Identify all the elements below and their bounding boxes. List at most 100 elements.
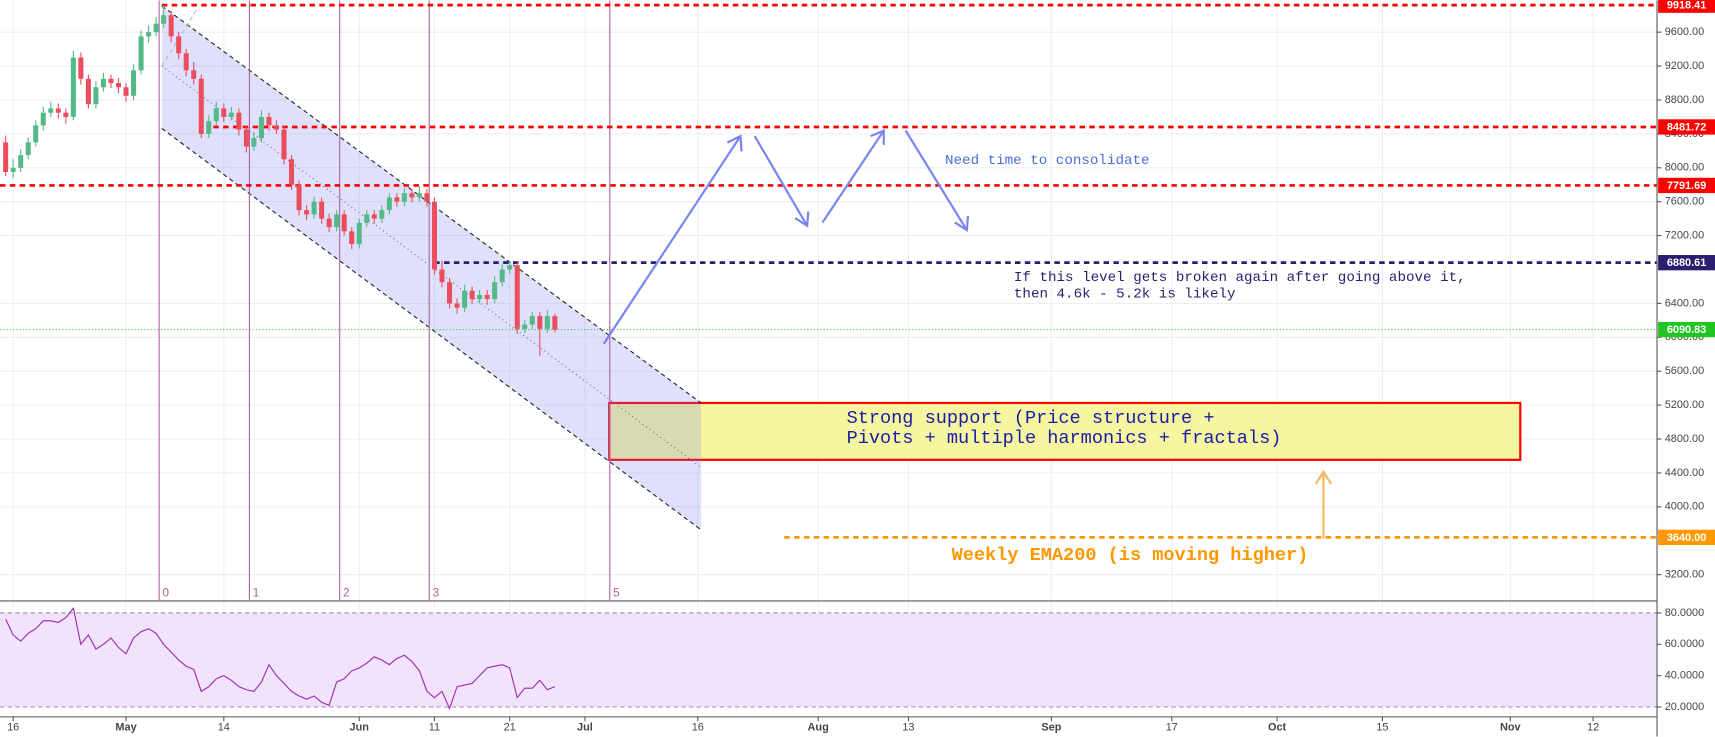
- y-tick-label: 80.0000: [1665, 607, 1704, 619]
- candle-body: [447, 282, 453, 304]
- x-tick-label: 13: [902, 722, 914, 734]
- candle-body: [304, 210, 310, 215]
- y-tick-label: 20.0000: [1665, 701, 1704, 713]
- candle-body: [40, 112, 46, 126]
- price-tag-label: 3640.00: [1667, 532, 1706, 544]
- y-tick-label: 5600.00: [1665, 365, 1704, 377]
- candle-body: [78, 57, 84, 79]
- candle-body: [198, 78, 204, 134]
- candle-body: [191, 70, 197, 79]
- arrow-head: [726, 134, 743, 152]
- x-tick-label: 16: [7, 722, 19, 734]
- candle-body: [454, 303, 460, 308]
- candle-body: [552, 316, 558, 330]
- time-zones: 0 1 2 3 5: [158, 0, 620, 600]
- x-tick-label: 12: [1587, 722, 1599, 734]
- price-tags: 9918.41 8481.72 7791.69 6880.61 6090.83 3640.…: [1658, 0, 1715, 546]
- candle-body: [492, 282, 498, 300]
- candle-body: [183, 53, 189, 71]
- y-tick-label: 7600.00: [1665, 196, 1704, 208]
- candle-body: [228, 112, 234, 117]
- x-tick-label: Oct: [1268, 722, 1287, 734]
- candle-body: [63, 112, 69, 117]
- candle-body: [221, 108, 227, 117]
- candle-body: [33, 125, 39, 143]
- candle-body: [153, 23, 159, 33]
- y-tick-label: 40.0000: [1665, 670, 1704, 682]
- y-tick-label: 4400.00: [1665, 467, 1704, 479]
- time-zone-label: 0: [162, 585, 169, 599]
- candle-body: [161, 15, 167, 24]
- arrow: [753, 135, 809, 227]
- candle-body: [93, 87, 99, 105]
- y-tick-label: 60.0000: [1665, 638, 1704, 650]
- candle-body: [296, 184, 302, 211]
- support-box: [608, 401, 1522, 461]
- candle-body: [431, 201, 437, 270]
- annotation: Weekly EMA200 (is moving higher): [952, 545, 1309, 566]
- price-tag-label: 9918.41: [1667, 0, 1706, 12]
- candle-body: [3, 142, 9, 173]
- candle-body: [281, 129, 287, 160]
- candle-body: [416, 193, 422, 198]
- candle-body: [394, 197, 400, 202]
- x-tick-label: 15: [1376, 722, 1388, 734]
- x-tick-label: 11: [429, 722, 440, 734]
- candle-body: [462, 290, 468, 308]
- x-tick-label: Sep: [1041, 722, 1061, 734]
- price-tag-label: 6090.83: [1667, 324, 1706, 336]
- x-tick-label: Aug: [808, 722, 829, 734]
- candle-body: [108, 78, 114, 84]
- time-zone-label: 3: [432, 585, 439, 599]
- levels: [0, 3, 1658, 539]
- x-tick-label: 14: [218, 722, 230, 734]
- candle-body: [537, 316, 543, 329]
- projection-arrows: [602, 128, 970, 345]
- candle-body: [70, 57, 76, 117]
- price-tag: [1658, 255, 1715, 271]
- time-zone-label: 5: [613, 585, 620, 599]
- y-tick-label: 3200.00: [1665, 569, 1704, 581]
- candle-body: [25, 142, 31, 156]
- arrow: [821, 130, 885, 224]
- price-tag-label: 8481.72: [1667, 121, 1706, 133]
- candle-body: [499, 269, 505, 283]
- candle-body: [469, 290, 475, 300]
- candle-body: [273, 125, 280, 130]
- x-tick-label: Nov: [1500, 722, 1522, 734]
- price-tag: [1658, 177, 1715, 194]
- channel: [161, 5, 702, 530]
- x-tick-label: Jul: [577, 722, 593, 734]
- y-tick-label: 6400.00: [1665, 297, 1704, 309]
- candle-body: [123, 87, 129, 96]
- candle-body: [10, 167, 16, 173]
- candle-body: [176, 36, 182, 54]
- y-tick-label: 8800.00: [1665, 94, 1704, 106]
- candle-body: [379, 210, 385, 219]
- candle-body: [514, 265, 520, 329]
- candle-body: [409, 193, 415, 198]
- y-tick-label: 9600.00: [1665, 26, 1704, 38]
- arrow: [602, 135, 742, 345]
- channel-mid: [161, 65, 702, 468]
- candle-body: [371, 214, 377, 219]
- y-tick-label: 9200.00: [1665, 60, 1704, 72]
- candle-body: [131, 70, 137, 96]
- candle-body: [311, 201, 317, 215]
- candle-body: [168, 15, 174, 37]
- annotation: Need time to consolidate: [945, 153, 1150, 169]
- candle-body: [334, 214, 340, 228]
- candle-body: [529, 316, 535, 325]
- annotation: Strong support (Price structure +: [847, 408, 1215, 429]
- annotation: If this level gets broken again after go…: [1014, 270, 1466, 286]
- candle-body: [477, 294, 483, 300]
- x-tick-label: 17: [1166, 722, 1178, 734]
- time-zone-label: 2: [343, 585, 350, 599]
- candle-body: [484, 294, 490, 300]
- candle-body: [206, 121, 212, 134]
- candle-body: [48, 108, 54, 113]
- candle-body: [522, 324, 528, 329]
- candle-body: [401, 193, 407, 202]
- ema-arrow: [1314, 469, 1333, 539]
